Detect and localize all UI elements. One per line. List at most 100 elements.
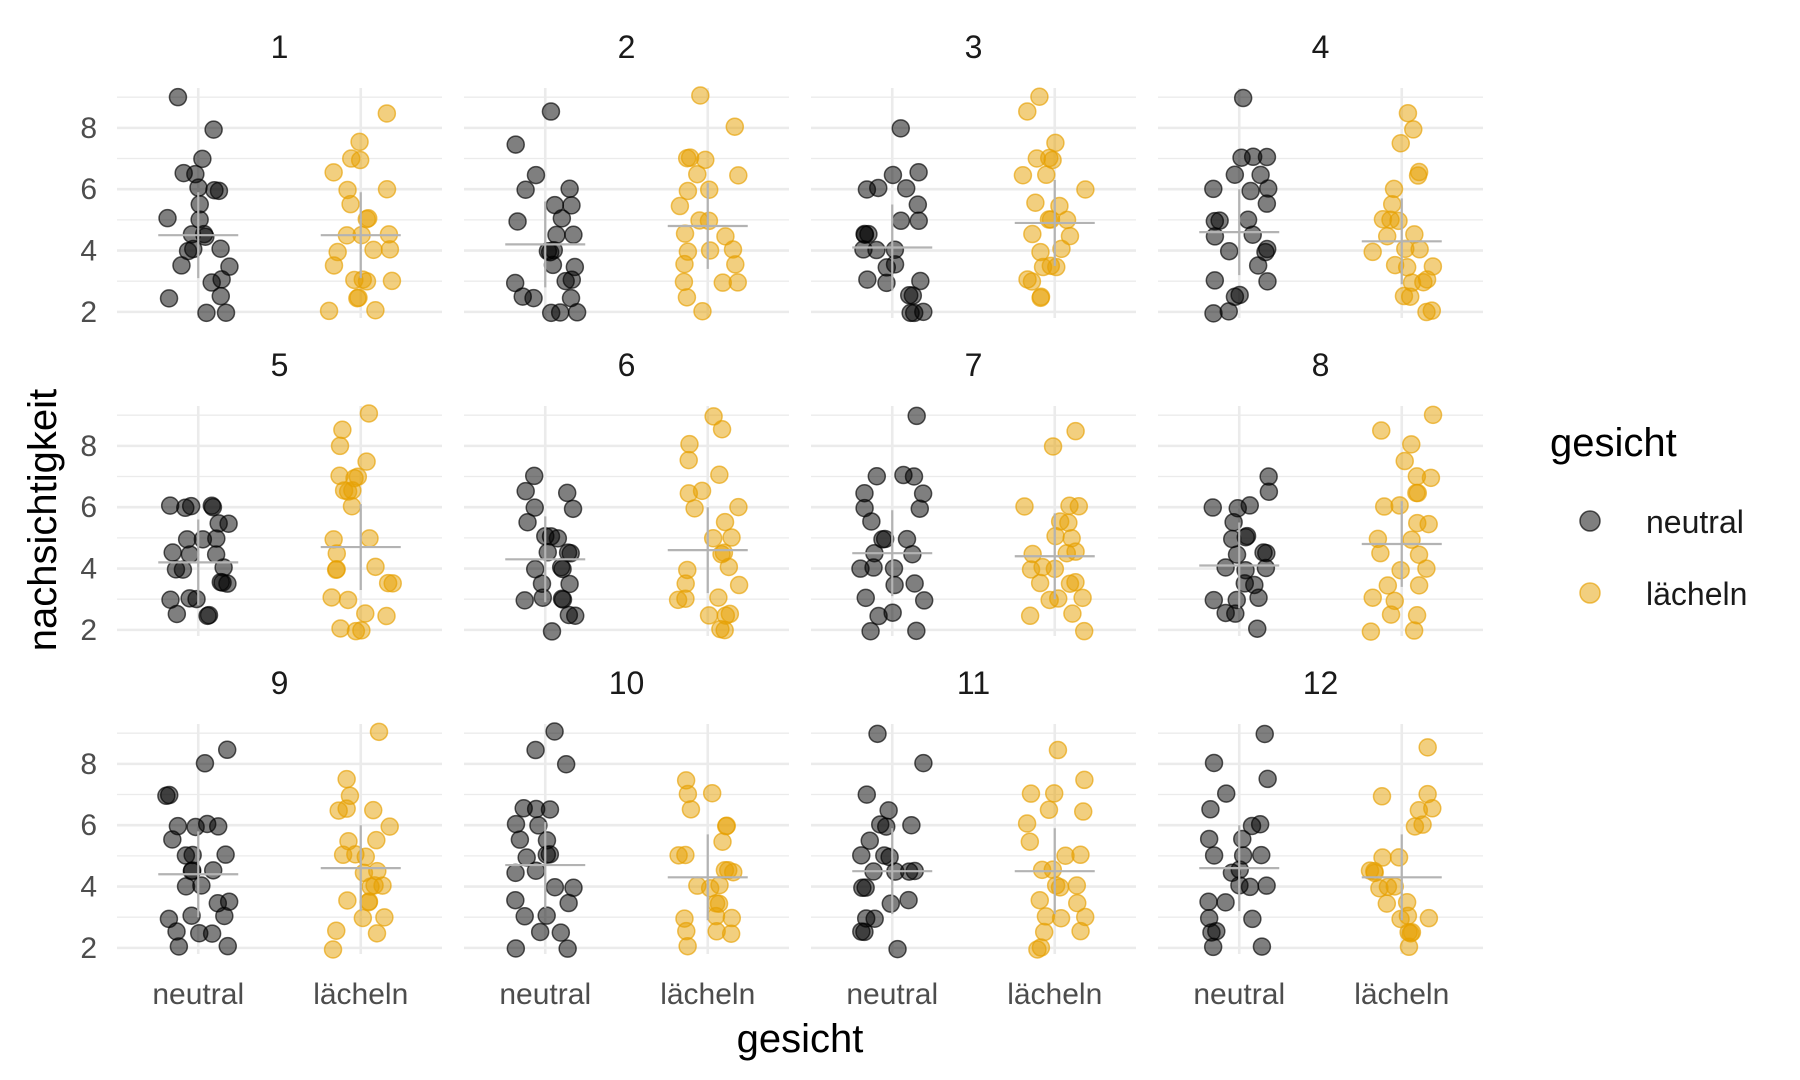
data-point-neutral [159,289,179,308]
data-point-laecheln [1018,270,1037,289]
data-point-laecheln [1423,405,1443,425]
data-point-neutral [506,863,525,883]
data-point-neutral [1232,148,1251,167]
data-point-neutral [506,939,526,958]
x-tick-label: lächeln [1007,978,1102,1011]
data-point-neutral [1233,88,1253,108]
data-point-laecheln [323,940,343,959]
data-point-laecheln [1417,559,1436,578]
data-point-neutral [908,195,928,214]
facet-panel-10: 10 neutral lächeln [464,665,789,1011]
data-point-laecheln [712,419,732,439]
data-point-neutral [547,225,566,245]
x-tick-label: neutral [499,978,591,1011]
data-point-laecheln [377,179,397,199]
data-point-neutral [1204,753,1224,773]
data-point-neutral [870,815,890,834]
facet-panel-6: 6 [464,347,789,641]
facet-strip-label: 4 [1312,29,1330,65]
data-point-neutral [1258,769,1277,789]
y-tick-label: 8 [80,748,97,781]
x-tick-label: lächeln [1354,978,1449,1011]
data-point-neutral [168,87,188,107]
data-point-laecheln [1056,846,1075,865]
data-point-laecheln [1384,179,1404,199]
data-point-laecheln [1018,102,1037,121]
data-point-laecheln [710,465,729,485]
data-point-laecheln [349,288,368,307]
data-point-neutral [211,286,231,306]
data-point-neutral [567,303,587,322]
data-point-neutral [1236,528,1256,547]
facet-strip-label: 6 [618,347,636,383]
facet-strip-label: 1 [271,29,289,65]
data-point-laecheln [707,922,726,941]
facet-panel-11: 11 neutral lächeln [811,665,1136,1011]
facet-strip-label: 10 [609,665,645,701]
data-point-neutral [159,785,179,805]
facet-panel-12: 12 neutral lächeln [1158,665,1483,1011]
data-point-neutral [533,588,553,607]
data-point-neutral [909,211,928,231]
data-point-neutral [526,740,545,760]
data-point-neutral [550,303,570,322]
data-point-laecheln [350,150,370,170]
data-point-laecheln [1398,103,1418,123]
data-point-laecheln [334,481,354,500]
data-point-neutral [166,560,186,579]
data-point-neutral [169,937,189,956]
data-point-laecheln [1361,622,1381,641]
data-point-neutral [219,514,238,533]
facet-strip-label: 8 [1312,347,1330,383]
data-point-laecheln [1395,451,1414,471]
data-point-neutral [192,876,211,895]
y-tick-label: 6 [80,809,97,842]
data-point-neutral [541,102,561,121]
data-point-laecheln [1374,497,1394,516]
data-point-neutral [1227,545,1247,564]
data-point-laecheln [729,575,749,595]
data-point-laecheln [703,528,723,548]
data-point-laecheln [1071,921,1090,941]
data-point-neutral [911,271,930,291]
data-point-laecheln [364,240,383,260]
data-point-laecheln [1365,863,1384,883]
data-point-neutral [557,483,577,503]
data-point-neutral [1241,181,1260,201]
data-point-laecheln [1030,890,1050,910]
data-point-laecheln [1013,165,1033,185]
data-point-laecheln [674,272,694,292]
data-point-neutral [160,496,180,515]
data-point-laecheln [357,272,377,291]
data-point-laecheln [670,196,690,216]
data-point-laecheln [699,180,719,199]
data-point-neutral [905,574,924,593]
data-point-neutral [508,212,527,231]
data-point-neutral [884,559,904,578]
data-point-neutral [1199,892,1218,912]
data-point-neutral [904,467,924,486]
data-point-laecheln [1032,860,1052,880]
data-point-laecheln [729,166,748,185]
data-point-laecheln [1371,421,1391,440]
data-point-neutral [907,621,926,641]
data-point-neutral [205,180,224,200]
data-point-neutral [506,890,525,910]
data-point-laecheln [1074,621,1094,641]
data-point-neutral [875,529,895,549]
data-point-laecheln [704,407,723,426]
data-point-neutral [1259,482,1279,502]
data-point-laecheln [1382,194,1402,214]
data-point-laecheln [1073,588,1092,608]
data-point-laecheln [359,892,379,911]
data-point-neutral [203,497,223,517]
x-tick-label: neutral [846,978,938,1011]
data-point-neutral [564,878,583,898]
data-point-laecheln [367,830,386,850]
x-tick-label: lächeln [313,978,408,1011]
data-point-laecheln [688,876,707,895]
data-point-laecheln [1409,576,1429,595]
data-point-laecheln [1030,573,1050,593]
data-point-laecheln [1378,576,1398,595]
facet-strip-label: 5 [271,347,289,383]
